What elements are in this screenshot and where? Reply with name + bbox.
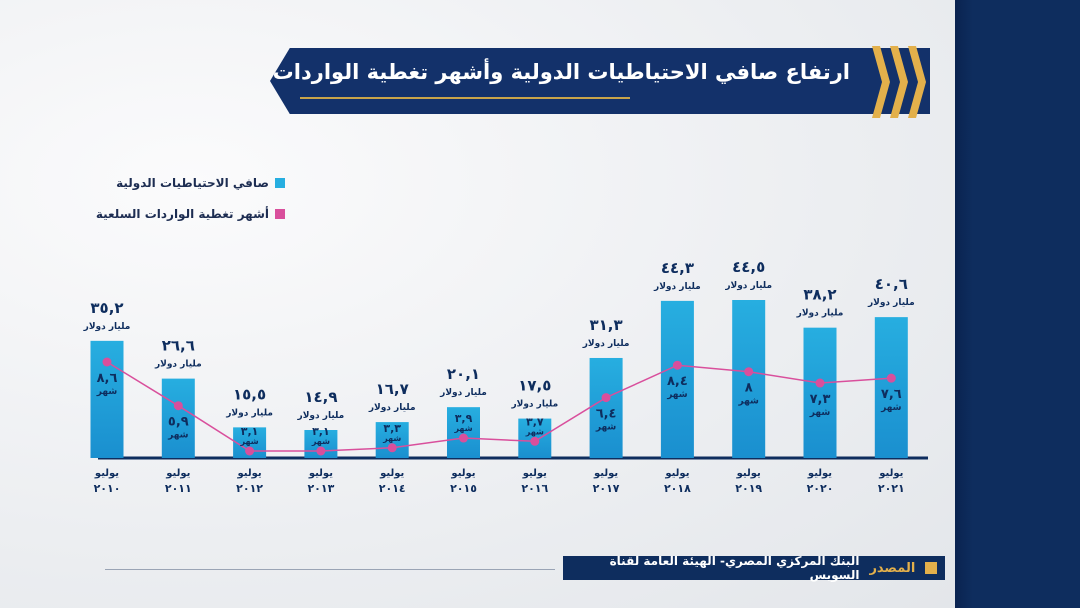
legend-item-reserves: صافي الاحتياطيات الدولية [116,176,285,190]
legend-label: أشهر تغطية الواردات السلعية [95,207,269,221]
chevron-icon [908,46,926,118]
title-underline [300,97,630,99]
chevron-icon [872,46,890,118]
source-divider [105,569,555,570]
legend-swatch [275,209,285,219]
chevron-icon [890,46,908,118]
legend-item-months: أشهر تغطية الواردات السلعية [96,207,285,221]
legend-swatch [275,178,285,188]
source-square-icon [925,562,937,574]
chart-title: ارتفاع صافي الاحتياطيات الدولية وأشهر تغ… [187,60,850,84]
source-text: البنك المركزي المصري- الهيئة العامة لقنا… [609,554,860,582]
source-label: المصدر [869,560,916,576]
right-side-band [955,0,1080,608]
legend-label: صافي الاحتياطيات الدولية [116,176,269,190]
title-banner: ارتفاع صافي الاحتياطيات الدولية وأشهر تغ… [270,48,930,114]
source-box: المصدر البنك المركزي المصري- الهيئة العا… [563,554,945,582]
